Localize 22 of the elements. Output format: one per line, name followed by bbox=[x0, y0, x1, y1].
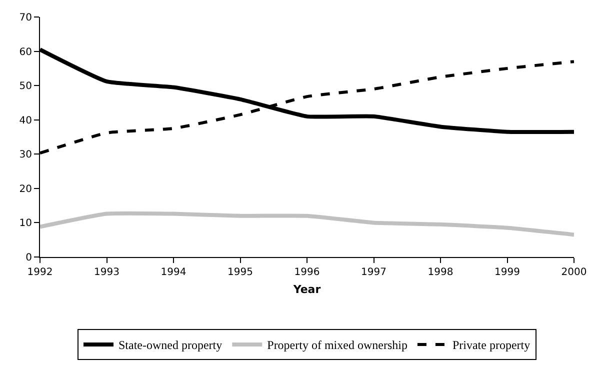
y-tick-label: 60 bbox=[19, 46, 32, 58]
x-tick-label: 1996 bbox=[294, 267, 320, 278]
y-tick-label: 10 bbox=[19, 218, 32, 230]
legend-label: Private property bbox=[452, 338, 530, 352]
x-tick-label: 1994 bbox=[160, 267, 186, 278]
y-tick-label: 30 bbox=[19, 150, 32, 161]
legend-label: Property of mixed ownership bbox=[267, 338, 408, 352]
y-tick-label: 40 bbox=[19, 115, 32, 126]
x-tick-label: 1993 bbox=[94, 267, 120, 278]
y-tick-label: 50 bbox=[19, 81, 32, 92]
x-tick-label: 1995 bbox=[228, 267, 253, 278]
x-tick-label: 1997 bbox=[361, 267, 386, 278]
x-axis-title: Year bbox=[292, 283, 322, 296]
legend-label: State-owned property bbox=[118, 338, 222, 352]
x-tick-label: 1998 bbox=[428, 267, 454, 278]
y-tick-label: 20 bbox=[19, 184, 32, 195]
x-tick-label: 1999 bbox=[494, 267, 520, 278]
line-series bbox=[40, 211, 574, 237]
x-tick-label: 2000 bbox=[561, 267, 587, 278]
x-tick-label: 1992 bbox=[27, 267, 53, 278]
y-tick-label: 70 bbox=[19, 12, 32, 24]
y-tick-label: 0 bbox=[26, 252, 32, 264]
